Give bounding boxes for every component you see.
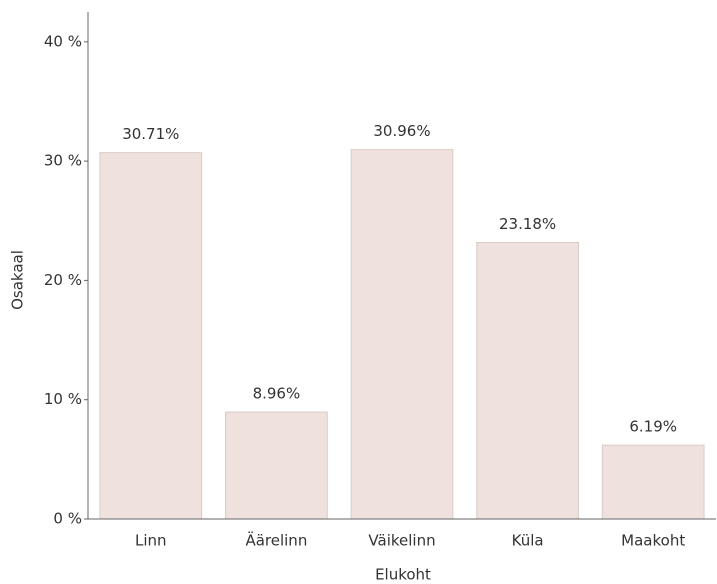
x-tick-label: Linn bbox=[135, 532, 167, 550]
y-tick-label: 10 % bbox=[44, 390, 82, 408]
y-axis-label: Osakaal bbox=[9, 250, 27, 310]
y-tick-label: 20 % bbox=[44, 271, 82, 289]
bar bbox=[350, 149, 454, 520]
y-tick-label: 40 % bbox=[44, 32, 82, 50]
bar bbox=[601, 444, 705, 520]
x-axis-label: Elukoht bbox=[375, 566, 431, 584]
value-label: 8.96% bbox=[253, 385, 301, 403]
x-tick-label: Küla bbox=[512, 532, 544, 550]
bar bbox=[476, 241, 579, 520]
x-tick-label: Väikelinn bbox=[368, 532, 435, 550]
x-tick-label: Äärelinn bbox=[245, 531, 307, 550]
value-label: 30.96% bbox=[373, 122, 430, 140]
y-tick-label: 30 % bbox=[44, 152, 82, 170]
x-tick-label: Maakoht bbox=[621, 532, 685, 550]
value-label: 30.71% bbox=[122, 125, 179, 143]
y-tick-label: 0 % bbox=[53, 510, 82, 528]
value-label: 23.18% bbox=[499, 215, 556, 233]
bar bbox=[225, 411, 328, 520]
bar bbox=[99, 152, 203, 520]
value-label: 6.19% bbox=[629, 418, 677, 436]
